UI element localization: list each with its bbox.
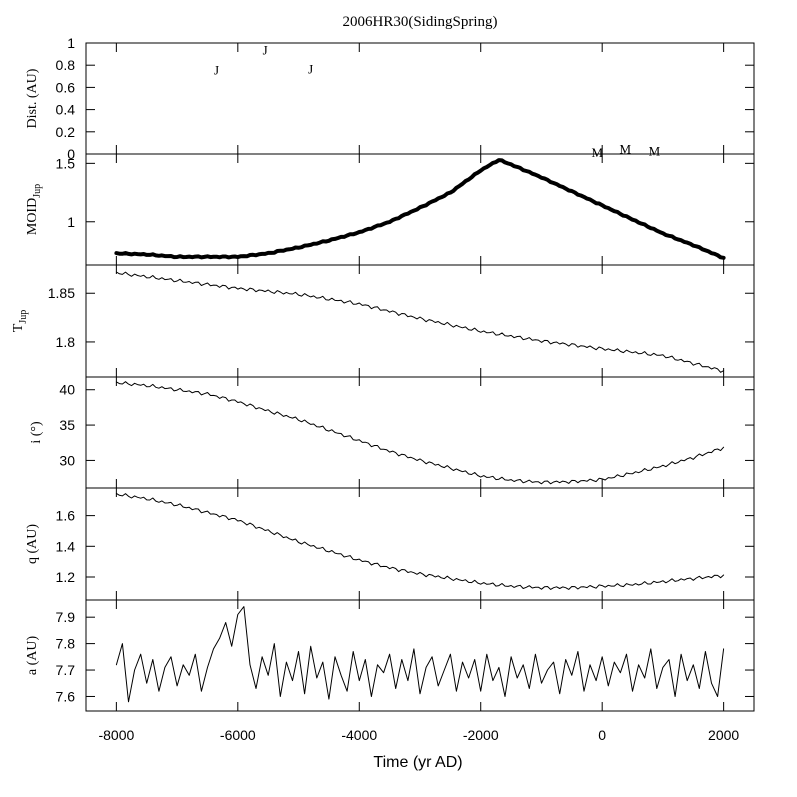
y-tick-label: 0.6 (56, 79, 76, 95)
chart-title: 2006HR30(SidingSpring) (342, 14, 497, 30)
x-tick-label: -4000 (341, 727, 377, 743)
y-tick-label: 30 (59, 452, 75, 468)
y-axis-label-sub: Jup (32, 184, 43, 198)
y-tick-label: 7.6 (56, 688, 76, 704)
x-axis-label: Time (yr AD) (373, 754, 462, 771)
y-tick-label: 35 (59, 417, 75, 433)
y-axis-label: MOIDJup (25, 184, 43, 235)
y-tick-label: 7.8 (56, 636, 76, 652)
y-tick-label: 7.9 (56, 609, 76, 625)
panel-4: 30 35 40 i (°) (29, 376, 755, 489)
y-tick-label: 1.8 (56, 334, 76, 350)
series-line (115, 271, 725, 373)
encounter-marker: J (263, 43, 268, 58)
x-tick-label: -6000 (220, 727, 256, 743)
series-line (115, 606, 725, 703)
y-axis-label: TJup (11, 310, 29, 332)
encounter-marker: M (592, 145, 604, 160)
panel-6: 7.6 7.7 7.8 7.9 a (AU) (25, 599, 755, 712)
y-tick-label: 40 (59, 382, 75, 398)
encounter-marker: J (308, 62, 313, 77)
series-line (115, 492, 725, 590)
y-tick-label: 1 (67, 35, 75, 51)
y-tick-label: 1.6 (56, 508, 76, 524)
x-tick-label: -2000 (463, 727, 499, 743)
y-tick-label: 1.85 (48, 285, 75, 301)
y-axis-label: a (AU) (25, 636, 40, 676)
y-tick-label: 0.4 (56, 102, 76, 118)
series-line (115, 381, 725, 485)
x-tick-label: 0 (598, 727, 606, 743)
panel-frame (85, 599, 755, 712)
y-tick-label: 1.4 (56, 538, 76, 554)
y-axis-label: q (AU) (25, 524, 40, 564)
y-axis-label-main: T (11, 323, 26, 332)
y-tick-label: 0 (67, 146, 75, 162)
y-axis-label: Dist. (AU) (25, 68, 40, 128)
panel-5: 1.2 1.4 1.6 q (AU) (25, 487, 755, 601)
x-tick-label: 2000 (708, 727, 739, 743)
encounter-marker: M (649, 144, 661, 159)
series-line (114, 158, 726, 260)
y-tick-label: 1 (67, 214, 75, 230)
encounter-marker: J (214, 63, 219, 78)
y-tick-label: 1.2 (56, 569, 76, 585)
x-tick-label: -8000 (98, 727, 134, 743)
y-axis-label-sub: Jup (18, 310, 29, 324)
y-axis-label-main: MOID (25, 198, 40, 235)
y-tick-label: 7.7 (56, 662, 76, 678)
y-tick-label: 0.8 (56, 57, 76, 73)
y-tick-label: 1.5 (56, 155, 76, 171)
y-tick-label: 0.2 (56, 124, 76, 140)
y-axis-label: i (°) (29, 421, 44, 444)
encounter-marker: M (619, 141, 631, 156)
